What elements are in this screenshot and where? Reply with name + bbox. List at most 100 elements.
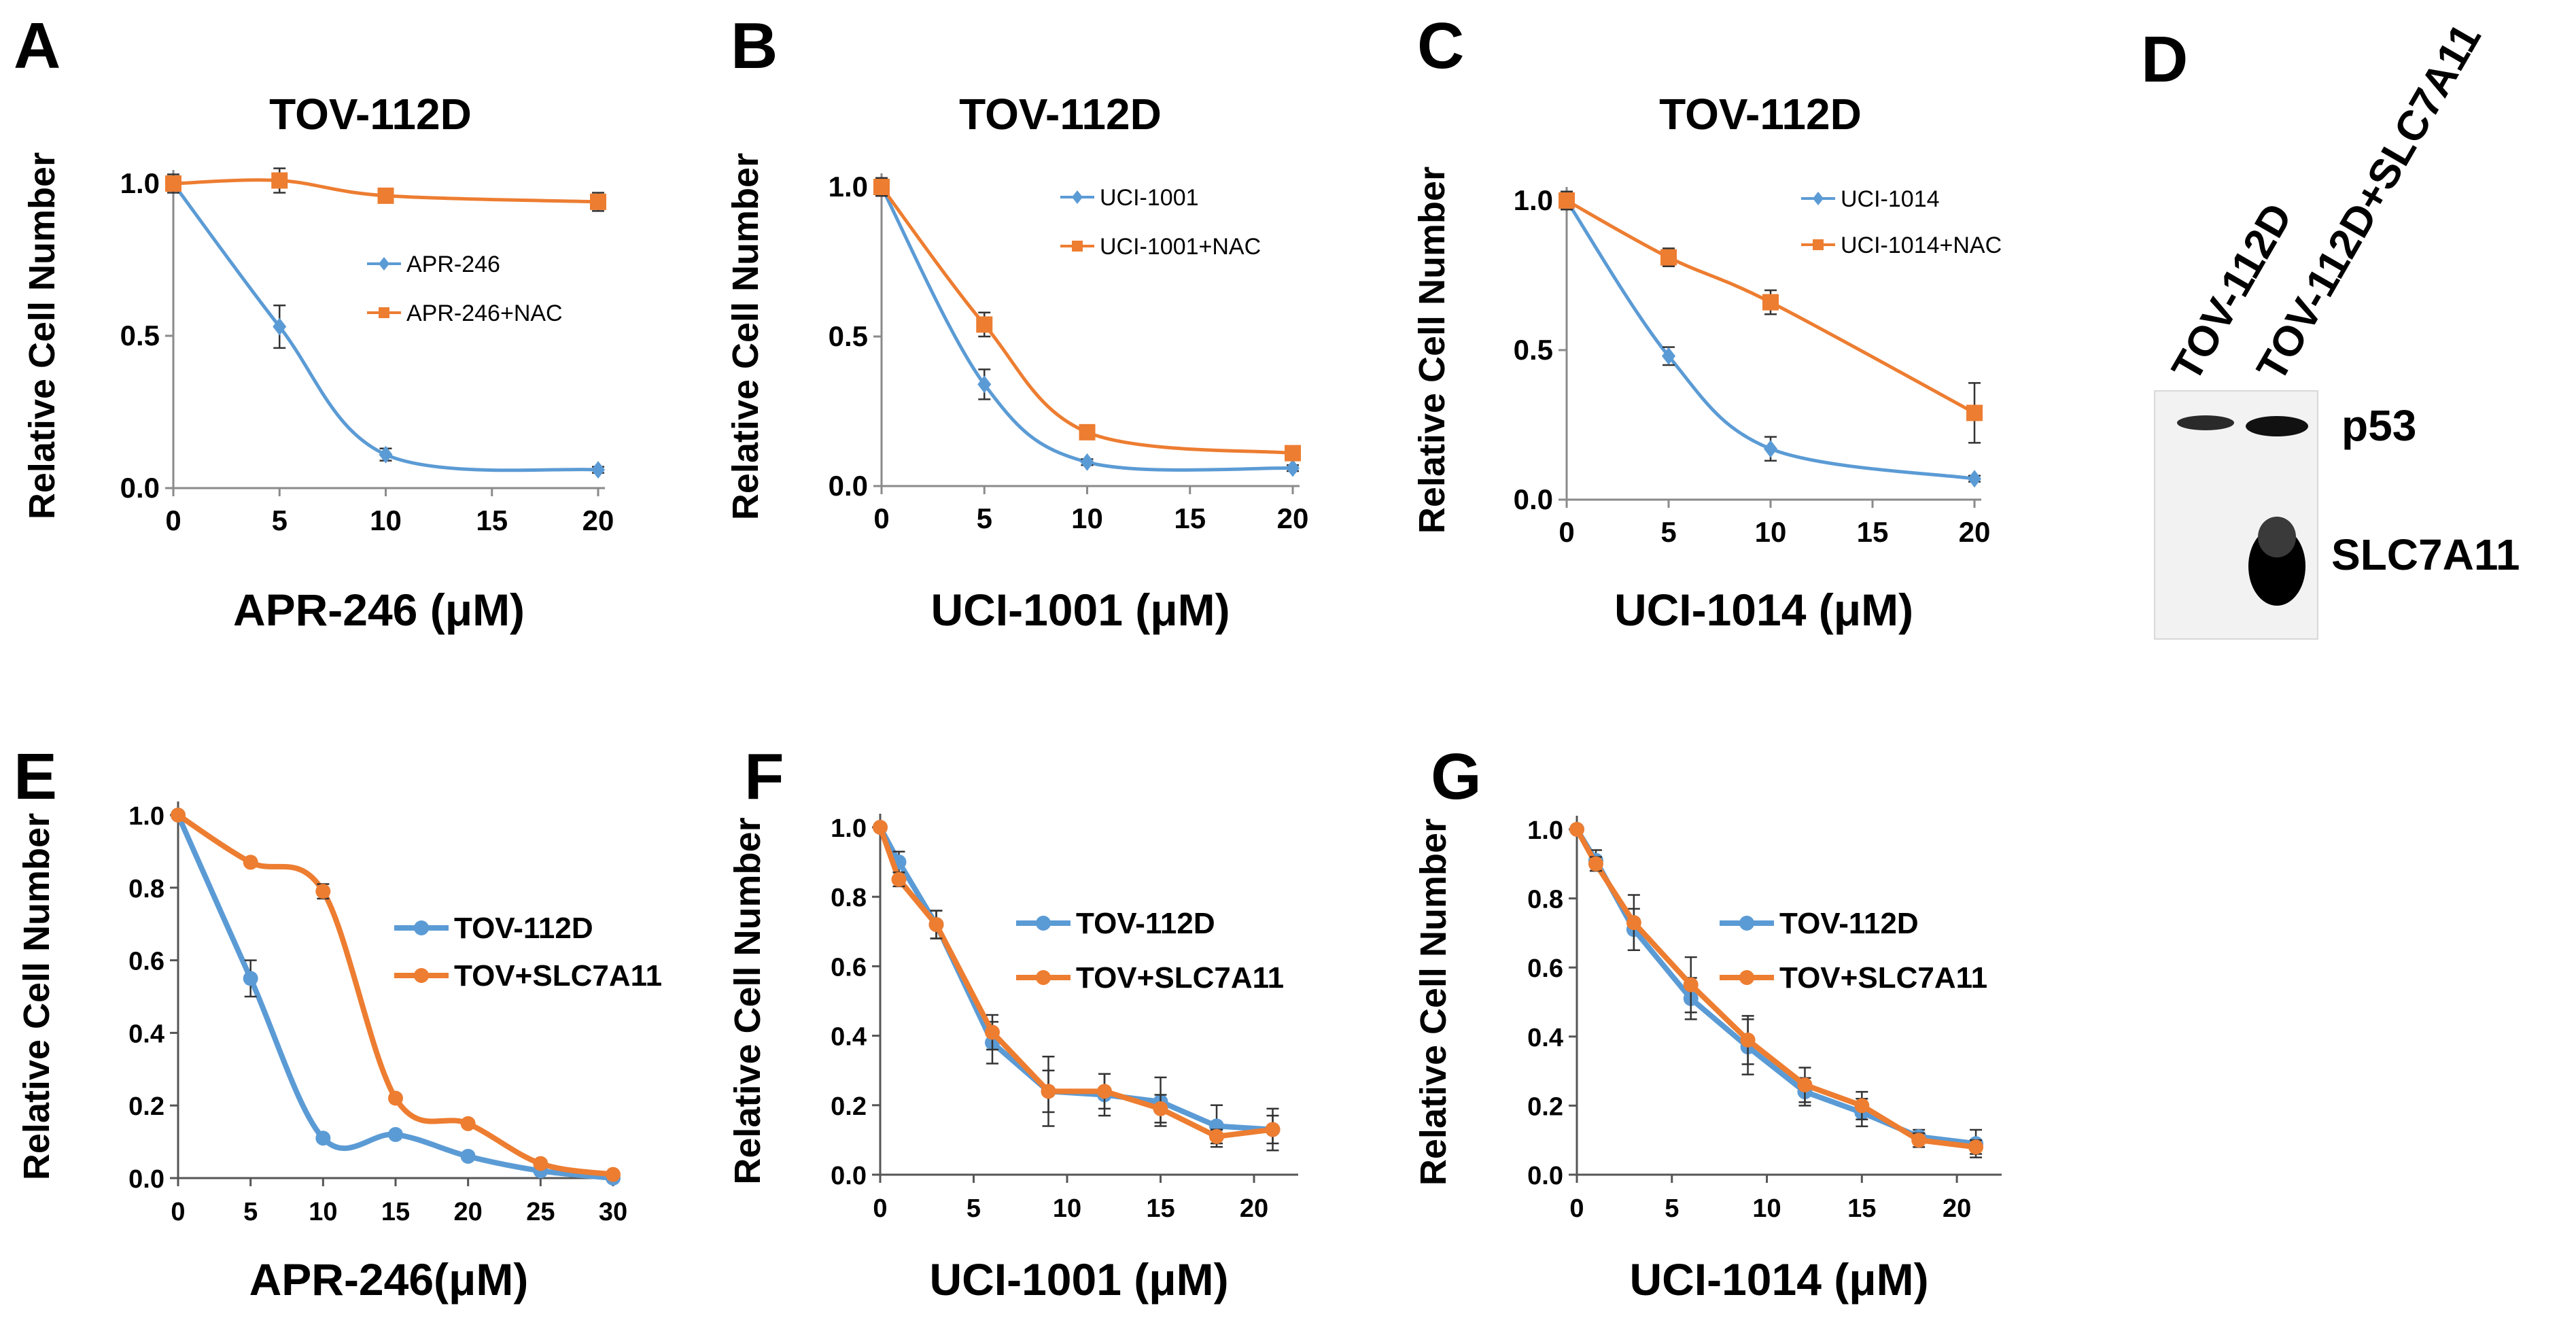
series-g-2 xyxy=(1569,822,1984,1155)
legend-label: UCI-1001 xyxy=(1100,185,1199,211)
band-p53-lane1 xyxy=(2177,415,2234,430)
data-point xyxy=(165,175,181,192)
legend-swatch-marker xyxy=(1813,192,1824,205)
y-tick-label: 0.6 xyxy=(831,953,867,982)
panel-letter-c: C xyxy=(1417,10,1464,82)
legend-swatch-marker xyxy=(1739,970,1754,985)
y-tick-label: 0.0 xyxy=(128,1165,164,1194)
data-point xyxy=(1079,424,1096,441)
chart-title-a: TOV-112D xyxy=(269,90,472,139)
data-point xyxy=(1588,856,1603,871)
series-line xyxy=(175,812,616,1181)
legend-entry-e-1: TOV-112D xyxy=(394,912,593,945)
data-point xyxy=(1569,822,1584,837)
x-tick-label: 30 xyxy=(599,1198,627,1226)
x-tick-label: 0 xyxy=(873,502,889,534)
y-tick-label: 0.0 xyxy=(120,472,160,504)
x-tick-label: 0 xyxy=(1559,516,1574,548)
series-c-2 xyxy=(1559,190,1983,444)
x-tick-label: 20 xyxy=(582,504,614,536)
y-tick-label: 0.4 xyxy=(128,1020,164,1048)
legend-swatch-marker xyxy=(414,968,429,983)
data-point xyxy=(1041,1084,1056,1099)
y-tick-label: 0.6 xyxy=(128,948,164,976)
data-point xyxy=(977,375,992,394)
legend-label: TOV-112D xyxy=(454,912,593,945)
legend-entry-c-2: UCI-1014+NAC xyxy=(1801,232,2002,258)
data-point xyxy=(388,1126,403,1142)
data-point xyxy=(1662,347,1675,365)
y-tick-label: 0.4 xyxy=(831,1023,867,1052)
data-point xyxy=(315,884,331,899)
data-point xyxy=(1559,192,1575,209)
y-tick-label: 1.0 xyxy=(829,171,868,203)
data-point xyxy=(1209,1128,1224,1144)
band-label-slc7a11: SLC7A11 xyxy=(2331,530,2520,579)
series-line xyxy=(171,182,600,472)
y-tick-label: 0.0 xyxy=(829,470,868,502)
series-a-2 xyxy=(165,167,606,212)
legend-swatch-marker xyxy=(1739,916,1754,931)
band-label-p53: p53 xyxy=(2342,401,2416,450)
x-axis-label-a: APR-246 (μM) xyxy=(233,585,525,635)
x-tick-label: 15 xyxy=(1146,1194,1174,1223)
y-tick-label: 0.5 xyxy=(829,320,868,352)
x-tick-label: 20 xyxy=(454,1198,483,1226)
x-tick-label: 5 xyxy=(977,502,992,534)
data-point xyxy=(1854,1098,1870,1114)
data-point xyxy=(1968,470,1981,488)
data-point xyxy=(1797,1077,1813,1092)
data-point xyxy=(976,316,993,333)
data-point xyxy=(873,820,888,835)
y-axis-label-e: Relative Cell Number xyxy=(16,813,57,1180)
data-point xyxy=(891,871,907,887)
legend-label: TOV+SLC7A11 xyxy=(1076,961,1284,995)
chart-f: 0.0 0.2 0.4 0.6 0.8 1.0 0 5 10 15 20 UCI-1001 (μM) R… xyxy=(727,814,1298,1305)
y-axis-label-b: Relative Cell Number xyxy=(725,153,766,520)
y-tick-label: 1.0 xyxy=(831,814,867,843)
legend-entry-b-1: UCI-1001 xyxy=(1060,185,1199,211)
chart-title-c: TOV-112D xyxy=(1659,90,1862,139)
legend-swatch-marker xyxy=(1072,190,1083,204)
data-point xyxy=(388,1090,403,1106)
y-tick-label: 0.8 xyxy=(128,875,164,903)
y-tick-label: 0.0 xyxy=(1527,1162,1563,1190)
data-point xyxy=(1740,1032,1756,1048)
data-point xyxy=(1660,249,1677,266)
data-point xyxy=(1968,1139,1984,1155)
series-line xyxy=(171,178,600,204)
data-point xyxy=(1097,1084,1112,1099)
data-point xyxy=(315,1130,331,1146)
data-point xyxy=(1626,915,1641,931)
data-point xyxy=(377,187,394,204)
data-point xyxy=(1762,294,1779,311)
y-axis-label-f: Relative Cell Number xyxy=(727,817,768,1184)
y-tick-label: 1.0 xyxy=(1514,184,1553,216)
data-point xyxy=(1153,1101,1168,1116)
data-point xyxy=(379,445,393,464)
data-point xyxy=(271,172,288,189)
legend-label: TOV-112D xyxy=(1779,907,1919,940)
legend-entry-f-2: TOV+SLC7A11 xyxy=(1016,961,1284,995)
data-point xyxy=(606,1167,621,1182)
x-tick-label: 10 xyxy=(1053,1194,1081,1223)
x-tick-label: 15 xyxy=(381,1198,410,1226)
chart-c: TOV-112D 0.0 0.5 1.0 0 5 10 15 20 UCI-1014 (μM) Re… xyxy=(1412,90,2002,635)
chart-b: TOV-112D 0.0 0.5 1.0 0 5 10 15 20 UCI-1001 (μM) Re… xyxy=(725,90,1308,635)
data-point xyxy=(1764,440,1777,458)
legend-label: APR-246 xyxy=(406,252,500,277)
x-tick-label: 5 xyxy=(243,1198,258,1226)
data-point xyxy=(1966,404,1983,421)
data-point xyxy=(1911,1133,1927,1148)
legend-label: TOV+SLC7A11 xyxy=(454,959,662,993)
y-tick-label: 0.0 xyxy=(1514,483,1553,515)
y-tick-label: 0.2 xyxy=(128,1092,164,1121)
western-blot: TOV-112D TOV-112D+SLC7A11 p53 SLC7A11 xyxy=(2154,16,2520,640)
legend-label: TOV-112D xyxy=(1076,907,1215,940)
data-point xyxy=(1265,1122,1281,1137)
data-point xyxy=(591,461,605,479)
chart-g: 0.0 0.2 0.4 0.6 0.8 1.0 0 5 10 15 20 UCI-1014 (μM) R… xyxy=(1413,816,2002,1305)
legend-swatch-marker xyxy=(1036,970,1051,985)
x-tick-label: 10 xyxy=(370,504,402,536)
